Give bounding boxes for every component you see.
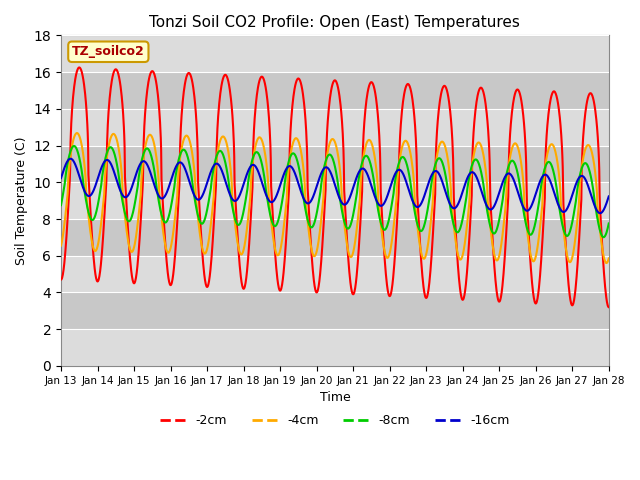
Bar — [61, 145, 609, 182]
-8cm — [290, 151, 298, 156]
-2cm — [122, 194, 130, 200]
-16cm — [122, 194, 130, 200]
Bar — [61, 292, 609, 329]
-16cm — [301, 198, 309, 204]
-8cm — [57, 202, 65, 208]
-16cm — [605, 193, 612, 199]
-2cm — [311, 285, 319, 291]
Bar — [61, 219, 609, 256]
-4cm — [73, 130, 81, 136]
-2cm — [57, 277, 65, 283]
-16cm — [290, 168, 298, 173]
-8cm — [311, 218, 319, 224]
-2cm — [369, 81, 377, 87]
-4cm — [301, 190, 309, 196]
-2cm — [76, 65, 83, 71]
-8cm — [369, 173, 377, 179]
-2cm — [605, 304, 612, 310]
Text: TZ_soilco2: TZ_soilco2 — [72, 45, 145, 58]
-4cm — [311, 253, 319, 259]
-4cm — [605, 255, 612, 261]
Legend: -2cm, -4cm, -8cm, -16cm: -2cm, -4cm, -8cm, -16cm — [156, 409, 515, 432]
-16cm — [100, 160, 108, 166]
-16cm — [67, 156, 74, 162]
-8cm — [600, 234, 607, 240]
Bar — [61, 36, 609, 72]
-8cm — [605, 221, 612, 227]
-16cm — [596, 210, 604, 216]
Bar — [61, 329, 609, 366]
-8cm — [301, 205, 309, 211]
Line: -8cm: -8cm — [61, 146, 609, 237]
-2cm — [290, 91, 298, 97]
-4cm — [57, 243, 65, 249]
-4cm — [603, 260, 611, 266]
Bar — [61, 109, 609, 145]
-16cm — [311, 189, 319, 194]
-2cm — [301, 112, 309, 118]
-8cm — [122, 214, 130, 220]
-8cm — [100, 164, 108, 169]
X-axis label: Time: Time — [319, 391, 350, 404]
Title: Tonzi Soil CO2 Profile: Open (East) Temperatures: Tonzi Soil CO2 Profile: Open (East) Temp… — [150, 15, 520, 30]
Y-axis label: Soil Temperature (C): Soil Temperature (C) — [15, 136, 28, 265]
Bar — [61, 182, 609, 219]
-4cm — [290, 138, 298, 144]
-16cm — [369, 188, 377, 194]
Line: -4cm: -4cm — [61, 133, 609, 263]
Bar — [61, 72, 609, 109]
Line: -2cm: -2cm — [61, 68, 609, 307]
-4cm — [100, 195, 108, 201]
-16cm — [57, 175, 65, 181]
-8cm — [70, 143, 78, 149]
-4cm — [369, 145, 377, 151]
Bar — [61, 256, 609, 292]
-2cm — [100, 223, 108, 229]
Line: -16cm: -16cm — [61, 159, 609, 213]
-4cm — [122, 223, 130, 229]
